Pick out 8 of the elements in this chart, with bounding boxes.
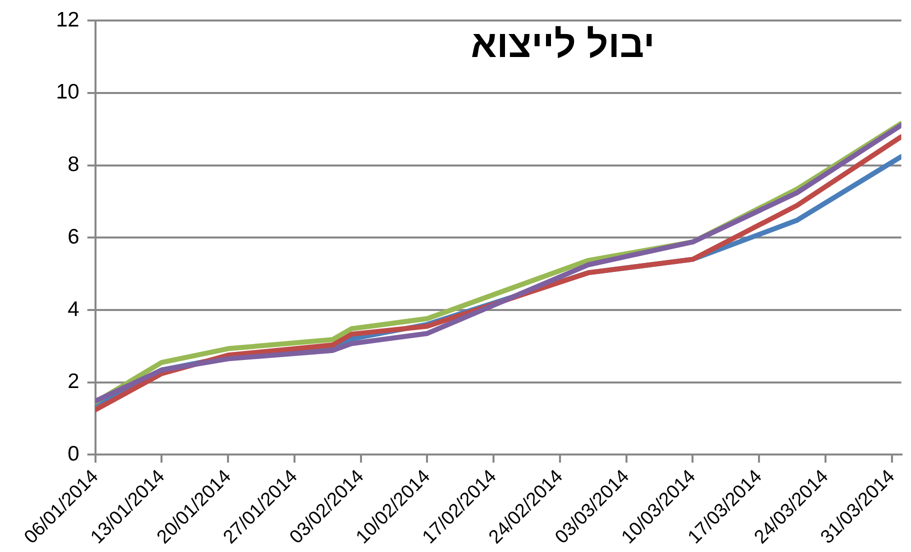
y-tick-label: 10 — [56, 80, 80, 104]
chart-title: יבול לייצוא — [470, 24, 655, 66]
y-tick-label: 4 — [68, 298, 80, 321]
y-tick-label: 0 — [68, 442, 80, 466]
y-tick-label: 2 — [68, 370, 80, 394]
y-tick-label: 12 — [56, 8, 80, 32]
y-tick-label: 8 — [68, 153, 80, 176]
y-tick-label: 6 — [68, 225, 80, 248]
